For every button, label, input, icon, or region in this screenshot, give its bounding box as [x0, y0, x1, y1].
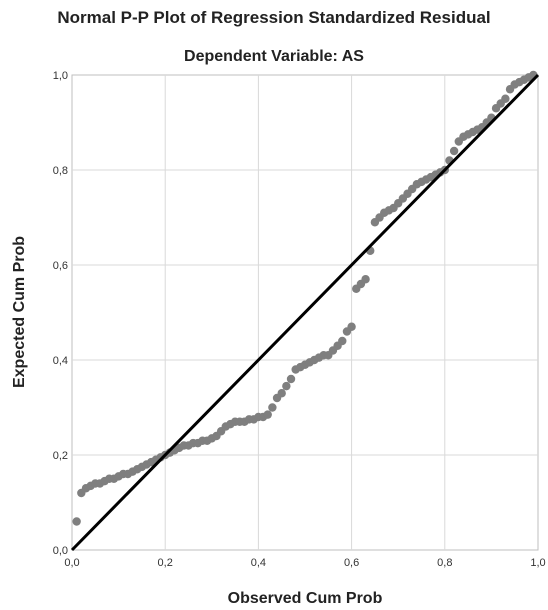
reference-diagonal-line: [70, 73, 540, 552]
data-point: [361, 275, 370, 284]
y-axis-label: Expected Cum Prob: [11, 236, 28, 388]
y-tick-label: 0,6: [53, 260, 68, 272]
data-point: [338, 336, 347, 346]
data-point: [347, 322, 356, 331]
y-tick-label: 0,8: [53, 165, 68, 177]
x-tick-labels: 0,0 0,2 0,4 0,6 0,8 1,0: [64, 557, 545, 569]
data-point: [72, 517, 81, 526]
data-point: [277, 389, 286, 398]
grid-lines: [72, 75, 538, 550]
x-tick-label: 1,0: [530, 557, 545, 569]
data-point: [501, 94, 510, 103]
x-axis-label: Observed Cum Prob: [228, 590, 383, 607]
chart-subtitle: Dependent Variable: AS: [184, 48, 364, 65]
data-point: [282, 381, 291, 391]
y-tick-label: 0,2: [53, 450, 68, 462]
y-tick-label: 0,0: [53, 545, 68, 557]
x-tick-label: 0,4: [251, 557, 266, 569]
chart-title: Normal P-P Plot of Regression Standardiz…: [57, 8, 491, 27]
data-point: [449, 146, 459, 156]
y-tick-label: 0,4: [53, 355, 68, 367]
data-point: [286, 374, 296, 384]
x-tick-label: 0,6: [344, 557, 359, 569]
data-point: [263, 410, 272, 419]
x-tick-label: 0,8: [437, 557, 452, 569]
y-tick-label: 1,0: [53, 70, 68, 82]
data-point: [268, 403, 277, 412]
y-tick-labels: 0,0 0,2 0,4 0,6 0,8 1,0: [53, 70, 68, 557]
x-tick-label: 0,2: [158, 557, 173, 569]
x-tick-label: 0,0: [64, 557, 79, 569]
